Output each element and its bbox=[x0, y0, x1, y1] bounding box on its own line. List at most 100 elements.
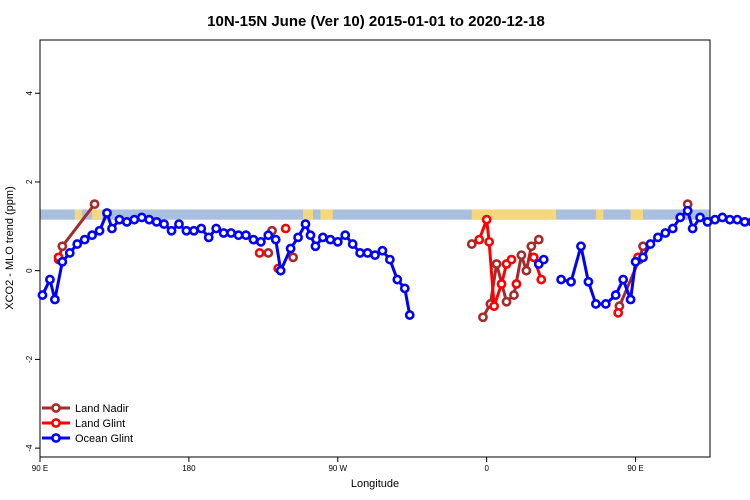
data-point bbox=[625, 294, 636, 305]
data-point bbox=[474, 234, 485, 245]
data-point bbox=[293, 232, 303, 243]
data-point bbox=[325, 234, 336, 245]
data-point bbox=[255, 236, 266, 247]
data-point bbox=[57, 256, 68, 267]
data-point bbox=[347, 239, 358, 249]
x-tick-label: 90 W bbox=[328, 464, 347, 473]
data-point bbox=[107, 223, 117, 234]
data-point bbox=[362, 248, 373, 258]
data-point bbox=[583, 276, 594, 287]
data-point bbox=[675, 212, 686, 223]
data-point bbox=[241, 230, 251, 241]
data-point bbox=[305, 230, 316, 241]
data-point bbox=[630, 256, 641, 267]
data-point bbox=[355, 248, 366, 258]
legend-marker bbox=[51, 403, 61, 413]
data-point bbox=[536, 274, 547, 285]
data-point bbox=[466, 239, 477, 249]
data-point bbox=[576, 241, 586, 252]
data-point bbox=[590, 299, 601, 309]
data-point bbox=[377, 245, 388, 256]
data-point bbox=[528, 252, 539, 263]
legend-marker bbox=[51, 433, 61, 443]
data-point bbox=[166, 225, 177, 236]
land-band-segment bbox=[595, 209, 604, 220]
data-point bbox=[481, 214, 492, 225]
data-point bbox=[496, 279, 507, 289]
data-point bbox=[188, 225, 199, 236]
data-point bbox=[702, 216, 713, 227]
data-point bbox=[275, 265, 286, 276]
data-point bbox=[37, 290, 48, 300]
data-point bbox=[717, 212, 728, 223]
data-point bbox=[533, 234, 544, 245]
legend: Land Nadir Land Glint Ocean Glint bbox=[42, 403, 133, 445]
data-point bbox=[384, 254, 395, 265]
legend-label: Land Nadir bbox=[75, 403, 129, 415]
data-point bbox=[509, 290, 519, 300]
series-land-glint bbox=[53, 214, 643, 318]
data-point bbox=[506, 254, 517, 265]
data-point bbox=[489, 301, 500, 312]
data-point bbox=[64, 248, 75, 258]
data-point bbox=[174, 219, 184, 230]
data-point bbox=[516, 250, 527, 261]
data-point bbox=[392, 274, 403, 285]
data-point bbox=[370, 250, 380, 261]
data-point bbox=[695, 212, 705, 223]
series-line bbox=[560, 209, 750, 306]
data-point bbox=[399, 283, 410, 294]
data-point bbox=[102, 208, 112, 218]
data-point bbox=[280, 223, 291, 234]
legend-label: Ocean Glint bbox=[75, 433, 133, 445]
series-ocean-glint bbox=[37, 205, 750, 320]
data-point bbox=[682, 205, 693, 216]
data-point bbox=[151, 216, 162, 227]
legend-label: Land Glint bbox=[75, 418, 125, 430]
data-point bbox=[478, 312, 488, 323]
data-point bbox=[226, 228, 236, 238]
data-point bbox=[87, 230, 98, 241]
data-point bbox=[724, 214, 735, 225]
land-ocean-band bbox=[40, 209, 710, 220]
y-tick-label: 2 bbox=[25, 179, 34, 184]
data-point bbox=[310, 241, 321, 252]
data-point bbox=[332, 236, 343, 247]
data-point bbox=[710, 214, 720, 225]
data-point bbox=[610, 290, 621, 300]
data-point bbox=[233, 230, 244, 241]
data-point bbox=[72, 239, 83, 249]
data-point bbox=[144, 214, 155, 225]
x-tick-label: 180 bbox=[182, 464, 196, 473]
data-point bbox=[196, 223, 207, 234]
x-tick-label: 90 E bbox=[32, 464, 48, 473]
data-point bbox=[600, 299, 611, 309]
data-point bbox=[254, 248, 265, 258]
legend-marker bbox=[51, 418, 61, 428]
data-point bbox=[645, 239, 656, 249]
data-point bbox=[687, 223, 698, 234]
data-point bbox=[45, 274, 55, 285]
y-tick-label: 4 bbox=[25, 90, 34, 95]
data-point bbox=[114, 214, 125, 225]
land-band-segment bbox=[630, 209, 643, 220]
data-point bbox=[538, 254, 549, 265]
data-point bbox=[136, 212, 147, 223]
data-point bbox=[511, 279, 522, 289]
x-tick-label: 90 E bbox=[627, 464, 643, 473]
data-point bbox=[660, 228, 671, 238]
data-point bbox=[57, 241, 68, 252]
data-point bbox=[270, 234, 281, 245]
data-point bbox=[285, 243, 296, 254]
data-point bbox=[288, 252, 299, 263]
data-point bbox=[732, 214, 743, 225]
data-point bbox=[121, 216, 132, 227]
data-point bbox=[613, 307, 624, 318]
data-point bbox=[317, 232, 328, 243]
data-point bbox=[79, 234, 90, 245]
data-point bbox=[526, 241, 537, 252]
y-axis-label: XCO2 - MLO trend (ppm) bbox=[4, 186, 16, 309]
data-point bbox=[211, 223, 222, 234]
